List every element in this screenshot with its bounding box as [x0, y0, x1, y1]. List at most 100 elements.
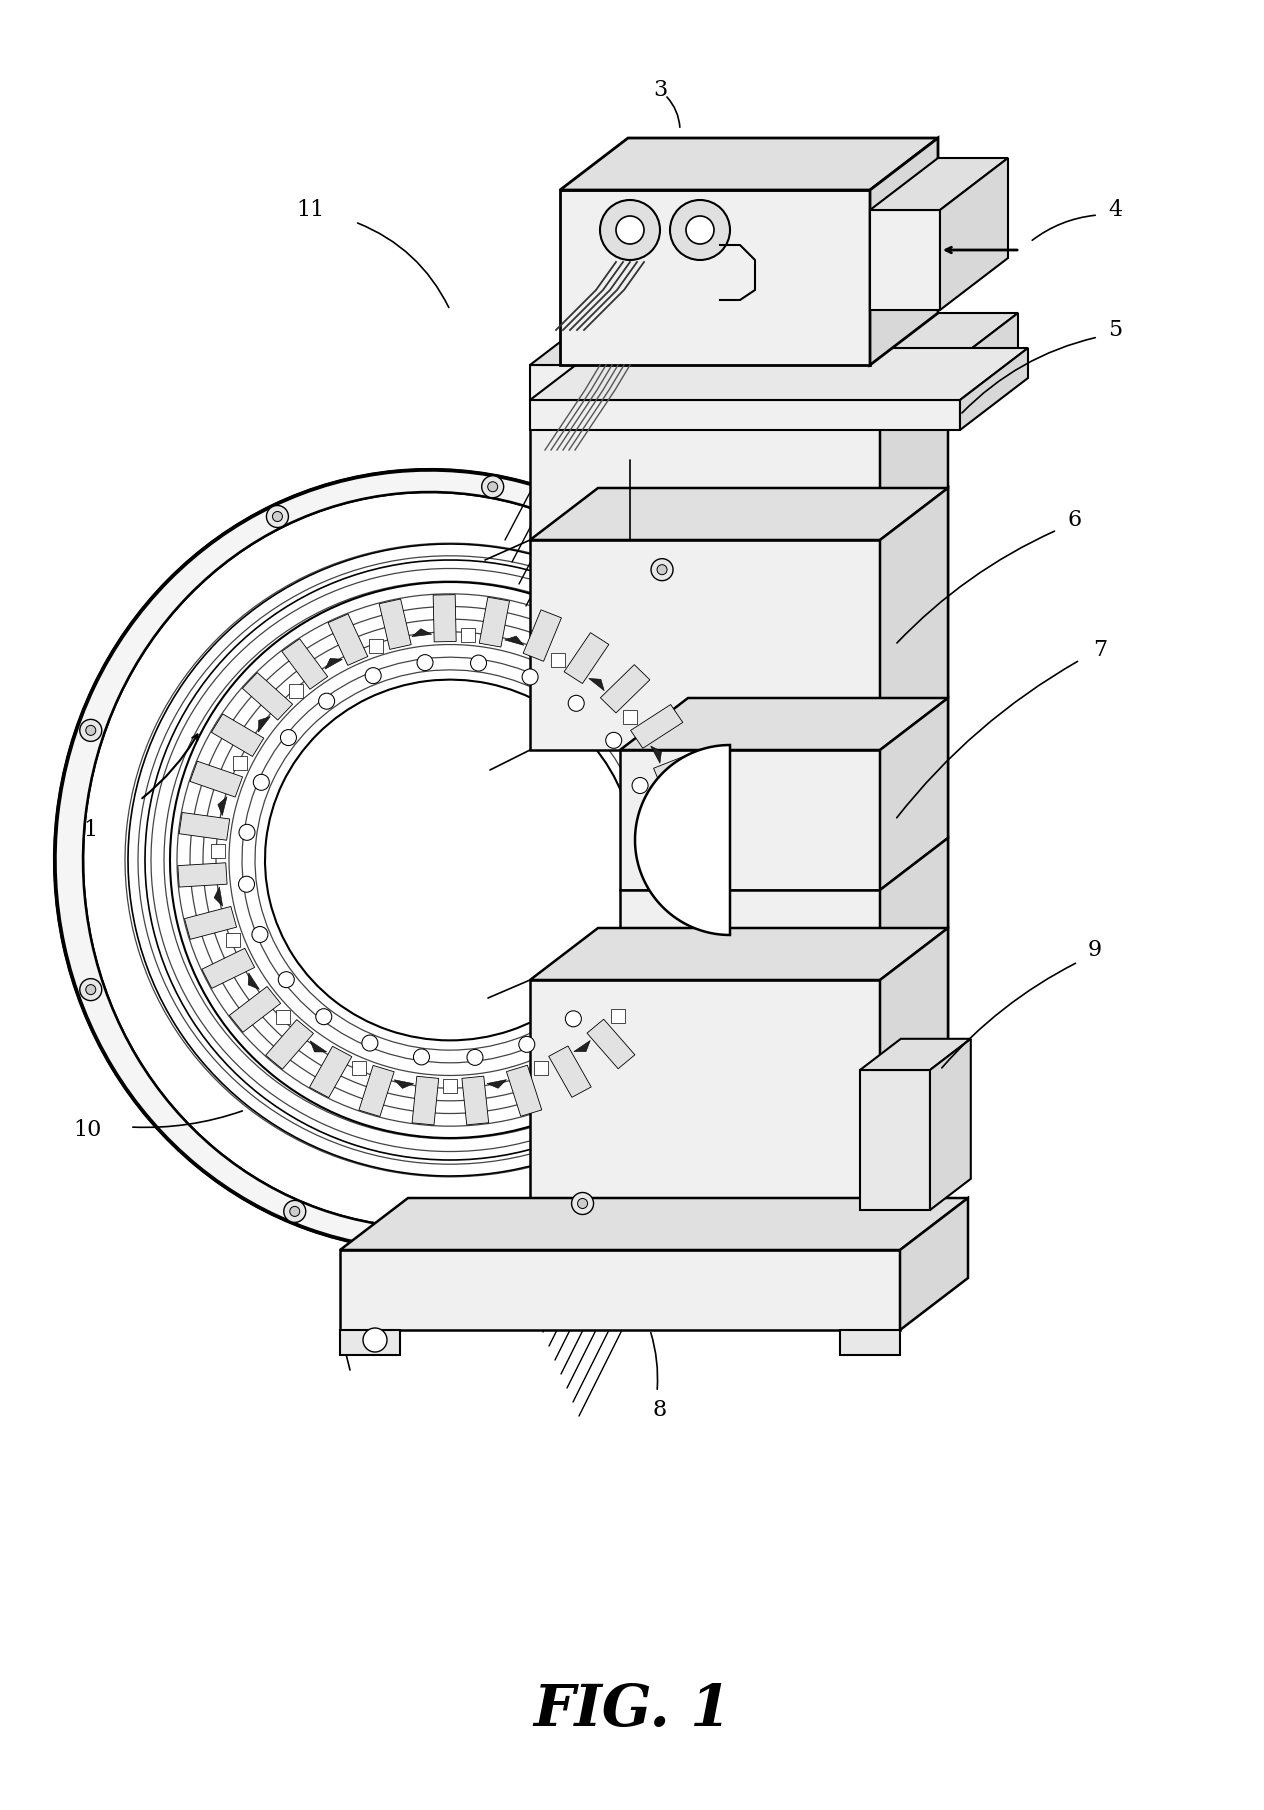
Polygon shape [621, 699, 948, 749]
Polygon shape [190, 762, 243, 796]
Circle shape [281, 729, 297, 746]
Circle shape [239, 824, 255, 840]
Circle shape [565, 1010, 581, 1026]
Polygon shape [551, 653, 565, 666]
Polygon shape [870, 157, 1007, 210]
Polygon shape [282, 639, 327, 690]
Circle shape [413, 1050, 430, 1064]
Polygon shape [530, 348, 1028, 400]
Polygon shape [880, 699, 948, 891]
Polygon shape [564, 634, 609, 684]
Polygon shape [535, 1061, 549, 1075]
Polygon shape [860, 1039, 971, 1070]
Circle shape [522, 670, 538, 684]
Circle shape [316, 1008, 331, 1024]
Circle shape [362, 1035, 378, 1052]
Polygon shape [178, 863, 228, 887]
Polygon shape [560, 190, 870, 366]
Circle shape [278, 972, 295, 988]
Polygon shape [589, 679, 604, 691]
Polygon shape [359, 1066, 394, 1117]
Polygon shape [940, 157, 1007, 310]
Polygon shape [631, 704, 683, 748]
Polygon shape [412, 628, 431, 637]
Polygon shape [860, 1070, 930, 1211]
Circle shape [80, 719, 102, 742]
Circle shape [686, 215, 714, 244]
Circle shape [569, 695, 584, 711]
Text: 1: 1 [83, 818, 97, 842]
Polygon shape [900, 1198, 968, 1330]
Circle shape [616, 215, 643, 244]
Text: FIG. 1: FIG. 1 [533, 1681, 731, 1738]
Polygon shape [951, 313, 1018, 400]
Circle shape [632, 778, 648, 793]
Circle shape [605, 733, 622, 748]
Circle shape [252, 927, 268, 943]
Polygon shape [258, 717, 270, 733]
Circle shape [283, 1200, 306, 1222]
Circle shape [86, 726, 96, 735]
Polygon shape [56, 471, 786, 1251]
Polygon shape [340, 1251, 900, 1330]
Polygon shape [530, 539, 880, 749]
Polygon shape [340, 1198, 968, 1251]
Text: 3: 3 [653, 80, 667, 101]
Circle shape [253, 775, 269, 791]
Polygon shape [549, 1046, 592, 1097]
Circle shape [365, 668, 382, 684]
Circle shape [273, 512, 282, 521]
Polygon shape [530, 489, 948, 539]
Polygon shape [530, 400, 959, 431]
Text: 8: 8 [653, 1399, 667, 1421]
Polygon shape [530, 366, 951, 400]
Polygon shape [412, 1077, 439, 1126]
Polygon shape [276, 1010, 289, 1024]
Polygon shape [325, 659, 343, 670]
Polygon shape [353, 1061, 367, 1075]
Polygon shape [611, 1010, 624, 1023]
Polygon shape [217, 796, 228, 816]
Polygon shape [530, 380, 880, 539]
Circle shape [86, 985, 96, 996]
Polygon shape [234, 757, 248, 771]
Polygon shape [530, 929, 948, 979]
Polygon shape [248, 974, 259, 990]
Circle shape [651, 559, 672, 581]
Circle shape [518, 1037, 535, 1052]
Polygon shape [329, 614, 368, 666]
Polygon shape [211, 843, 225, 858]
Polygon shape [651, 746, 661, 764]
Polygon shape [379, 599, 411, 650]
Polygon shape [635, 746, 731, 936]
Circle shape [466, 1050, 483, 1066]
Polygon shape [507, 1066, 542, 1117]
Polygon shape [560, 138, 938, 190]
Polygon shape [310, 1046, 351, 1097]
Polygon shape [622, 710, 637, 724]
Polygon shape [340, 1330, 399, 1356]
Polygon shape [880, 838, 948, 979]
Polygon shape [487, 1079, 507, 1088]
Polygon shape [461, 628, 475, 641]
Circle shape [417, 655, 434, 672]
Circle shape [482, 476, 503, 498]
Polygon shape [621, 749, 880, 891]
Polygon shape [870, 210, 940, 310]
Circle shape [488, 481, 498, 492]
Circle shape [600, 199, 660, 261]
Polygon shape [229, 986, 281, 1032]
Polygon shape [369, 639, 383, 653]
Circle shape [578, 1198, 588, 1209]
Text: 9: 9 [1088, 939, 1102, 961]
Polygon shape [880, 929, 948, 1211]
Polygon shape [880, 328, 948, 539]
Polygon shape [185, 907, 236, 939]
Polygon shape [530, 313, 1018, 366]
Polygon shape [310, 1041, 326, 1052]
Polygon shape [214, 887, 222, 907]
Text: 10: 10 [73, 1119, 102, 1140]
Polygon shape [880, 489, 948, 1211]
Polygon shape [265, 1019, 313, 1070]
Circle shape [239, 876, 254, 892]
